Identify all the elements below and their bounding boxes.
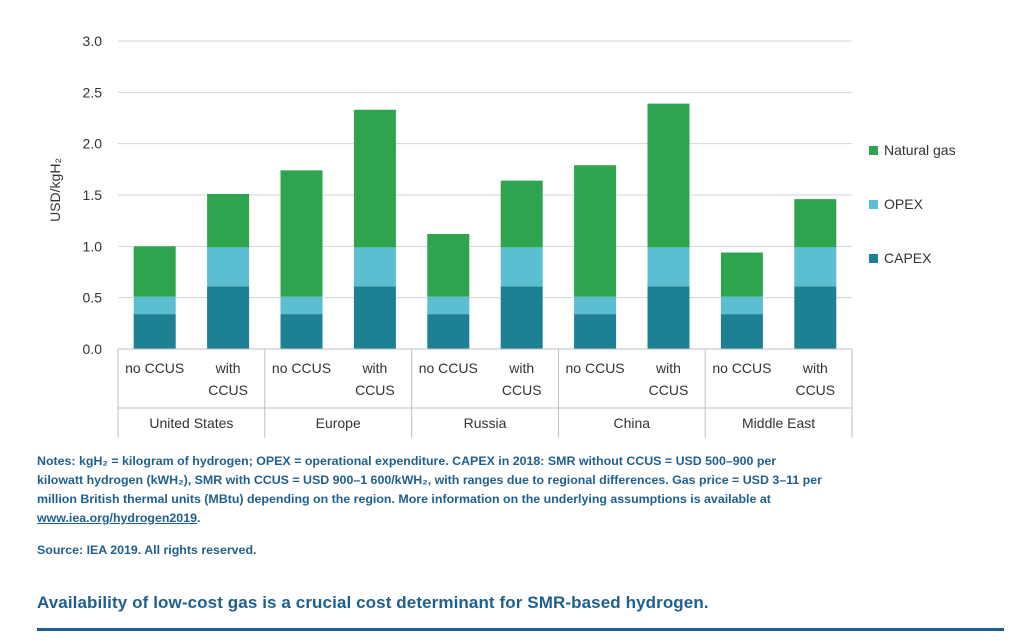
- x-tick-label: CCUS: [795, 382, 835, 398]
- notes-link[interactable]: www.iea.org/hydrogen2019: [37, 511, 197, 525]
- x-tick-label: CCUS: [355, 382, 395, 398]
- chart-notes: Notes: kgH₂ = kilogram of hydrogen; OPEX…: [37, 452, 1012, 528]
- chart-takeaway: Availability of low-cost gas is a crucia…: [37, 593, 709, 612]
- takeaway-divider: [37, 628, 1004, 631]
- y-tick-label: 0.5: [83, 290, 103, 306]
- legend-label: CAPEX: [884, 250, 932, 266]
- bar-natural-gas: [647, 103, 690, 248]
- bar-opex: [720, 296, 763, 315]
- x-tick-label: no CCUS: [125, 360, 184, 376]
- bar-natural-gas: [133, 246, 176, 297]
- bar-opex: [647, 247, 690, 287]
- source-line: Source: IEA 2019. All rights reserved.: [37, 543, 257, 557]
- bar-capex: [280, 314, 323, 349]
- bar-natural-gas: [280, 170, 323, 297]
- bar-opex: [794, 247, 837, 287]
- y-tick-label: 2.0: [83, 136, 103, 152]
- y-tick-label: 1.0: [83, 238, 103, 254]
- x-group-label: China: [614, 415, 651, 431]
- notes-link-suffix: .: [196, 511, 201, 525]
- bar-natural-gas: [500, 180, 543, 248]
- y-tick-label: 1.5: [83, 187, 103, 203]
- x-group-label: Russia: [464, 415, 507, 431]
- legend-swatch: [869, 254, 878, 263]
- y-tick-label: 0.0: [83, 341, 103, 357]
- x-tick-label: with: [361, 360, 387, 376]
- bar-natural-gas: [207, 193, 250, 248]
- bar-opex: [500, 247, 543, 287]
- bar-capex: [133, 314, 176, 349]
- notes-line-1: Notes: kgH₂ = kilogram of hydrogen; OPEX…: [37, 454, 777, 468]
- legend-swatch: [869, 200, 878, 209]
- legend-swatch: [869, 146, 878, 155]
- bar-opex: [133, 296, 176, 315]
- bar-opex: [574, 296, 617, 315]
- y-tick-label: 3.0: [83, 33, 103, 49]
- x-tick-label: with: [215, 360, 241, 376]
- bar-natural-gas: [794, 199, 837, 248]
- bar-capex: [500, 286, 543, 349]
- x-tick-label: no CCUS: [272, 360, 331, 376]
- bar-opex: [207, 247, 250, 287]
- bar-natural-gas: [574, 165, 617, 297]
- bar-natural-gas: [353, 109, 396, 248]
- x-tick-label: with: [508, 360, 534, 376]
- x-tick-label: no CCUS: [566, 360, 625, 376]
- bar-natural-gas: [427, 234, 470, 297]
- bar-capex: [720, 314, 763, 349]
- bar-capex: [427, 314, 470, 349]
- x-tick-label: CCUS: [649, 382, 689, 398]
- bar-natural-gas: [720, 252, 763, 297]
- x-tick-label: CCUS: [208, 382, 248, 398]
- x-tick-label: with: [802, 360, 828, 376]
- x-tick-label: no CCUS: [419, 360, 478, 376]
- legend-label: Natural gas: [884, 142, 956, 158]
- bar-capex: [207, 286, 250, 349]
- notes-line-2: kilowatt hydrogen (kWH₂), SMR with CCUS …: [37, 473, 822, 487]
- y-axis-label: USD/kgH₂: [47, 158, 63, 222]
- x-tick-label: CCUS: [502, 382, 542, 398]
- bar-opex: [353, 247, 396, 287]
- x-tick-label: with: [655, 360, 681, 376]
- bar-opex: [280, 296, 323, 315]
- legend-label: OPEX: [884, 196, 924, 212]
- x-group-label: United States: [149, 415, 233, 431]
- x-group-label: Europe: [316, 415, 361, 431]
- notes-line-3: million British thermal units (MBtu) dep…: [37, 492, 771, 506]
- bar-capex: [353, 286, 396, 349]
- bar-capex: [574, 314, 617, 349]
- bar-capex: [794, 286, 837, 349]
- y-tick-label: 2.5: [83, 84, 103, 100]
- bar-capex: [647, 286, 690, 349]
- stacked-bar-chart: 0.0 0.5 1.0 1.5 2.0 2.5 3.0 USD/kgH₂ no CCUS with…: [47, 33, 956, 438]
- bar-opex: [427, 296, 470, 315]
- x-group-label: Middle East: [742, 415, 815, 431]
- x-tick-label: no CCUS: [712, 360, 771, 376]
